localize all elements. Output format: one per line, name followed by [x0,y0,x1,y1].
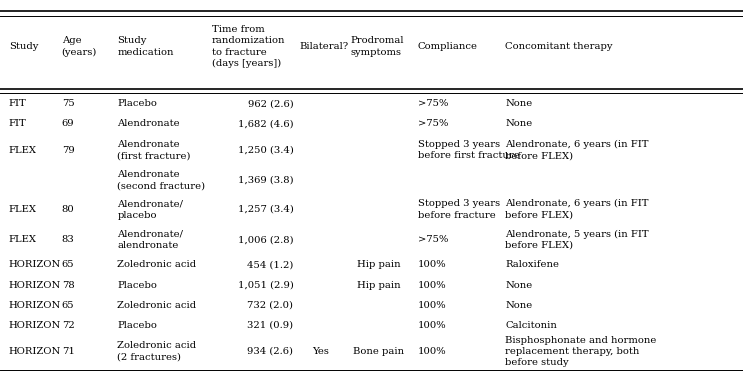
Text: 1,006 (2.8): 1,006 (2.8) [238,235,293,244]
Text: Alendronate/
placebo: Alendronate/ placebo [117,199,184,220]
Text: Age
(years): Age (years) [62,36,97,57]
Text: FLEX: FLEX [9,146,37,155]
Text: 79: 79 [62,146,74,155]
Text: Alendronate/
alendronate: Alendronate/ alendronate [117,229,184,250]
Text: FLEX: FLEX [9,235,37,244]
Text: 71: 71 [62,347,74,356]
Text: 69: 69 [62,119,74,128]
Text: 1,051 (2.9): 1,051 (2.9) [238,280,293,290]
Text: Placebo: Placebo [117,321,158,330]
Text: 100%: 100% [418,280,447,290]
Text: Placebo: Placebo [117,280,158,290]
Text: Zoledronic acid: Zoledronic acid [117,260,196,269]
Text: 1,250 (3.4): 1,250 (3.4) [238,146,293,155]
Text: >75%: >75% [418,119,448,128]
Text: 732 (2.0): 732 (2.0) [247,301,293,310]
Text: Study
medication: Study medication [117,36,174,56]
Text: None: None [505,301,533,310]
Text: >75%: >75% [418,235,448,244]
Text: Alendronate, 6 years (in FIT
before FLEX): Alendronate, 6 years (in FIT before FLEX… [505,140,649,160]
Text: 72: 72 [62,321,74,330]
Text: 454 (1.2): 454 (1.2) [247,260,293,269]
Text: Placebo: Placebo [117,99,158,108]
Text: Hip pain: Hip pain [357,260,400,269]
Text: 65: 65 [62,301,74,310]
Text: Alendronate
(second fracture): Alendronate (second fracture) [117,170,206,191]
Text: Concomitant therapy: Concomitant therapy [505,42,613,51]
Text: HORIZON: HORIZON [9,321,61,330]
Text: Stopped 3 years
before first fracture: Stopped 3 years before first fracture [418,140,519,160]
Text: 1,682 (4.6): 1,682 (4.6) [238,119,293,128]
Text: FIT: FIT [9,119,27,128]
Text: HORIZON: HORIZON [9,301,61,310]
Text: Prodromal
symptoms: Prodromal symptoms [351,36,404,56]
Text: FLEX: FLEX [9,205,37,214]
Text: 78: 78 [62,280,74,290]
Text: None: None [505,280,533,290]
Text: Raloxifene: Raloxifene [505,260,559,269]
Text: 962 (2.6): 962 (2.6) [247,99,293,108]
Text: Zoledronic acid: Zoledronic acid [117,301,196,310]
Text: Compliance: Compliance [418,42,478,51]
Text: 100%: 100% [418,301,447,310]
Text: Bisphosphonate and hormone
replacement therapy, both
before study: Bisphosphonate and hormone replacement t… [505,335,657,368]
Text: 1,369 (3.8): 1,369 (3.8) [238,176,293,185]
Text: Yes: Yes [313,347,329,356]
Text: 75: 75 [62,99,74,108]
Text: HORIZON: HORIZON [9,347,61,356]
Text: >75%: >75% [418,99,448,108]
Text: 100%: 100% [418,260,447,269]
Text: Bone pain: Bone pain [354,347,404,356]
Text: None: None [505,119,533,128]
Text: 65: 65 [62,260,74,269]
Text: 321 (0.9): 321 (0.9) [247,321,293,330]
Text: Alendronate, 5 years (in FIT
before FLEX): Alendronate, 5 years (in FIT before FLEX… [505,229,649,250]
Text: None: None [505,99,533,108]
Text: Time from
randomization
to fracture
(days [years]): Time from randomization to fracture (day… [212,25,285,68]
Text: Bilateral?: Bilateral? [299,42,348,51]
Text: Zoledronic acid
(2 fractures): Zoledronic acid (2 fractures) [117,341,196,362]
Text: 83: 83 [62,235,74,244]
Text: HORIZON: HORIZON [9,260,61,269]
Text: Hip pain: Hip pain [357,280,400,290]
Text: HORIZON: HORIZON [9,280,61,290]
Text: Alendronate, 6 years (in FIT
before FLEX): Alendronate, 6 years (in FIT before FLEX… [505,199,649,220]
Text: 100%: 100% [418,347,447,356]
Text: Stopped 3 years
before fracture: Stopped 3 years before fracture [418,199,500,220]
Text: Calcitonin: Calcitonin [505,321,557,330]
Text: Study: Study [9,42,39,51]
Text: 1,257 (3.4): 1,257 (3.4) [238,205,293,214]
Text: 80: 80 [62,205,74,214]
Text: Alendronate
(first fracture): Alendronate (first fracture) [117,140,191,160]
Text: FIT: FIT [9,99,27,108]
Text: Alendronate: Alendronate [117,119,180,128]
Text: 934 (2.6): 934 (2.6) [247,347,293,356]
Text: 100%: 100% [418,321,447,330]
